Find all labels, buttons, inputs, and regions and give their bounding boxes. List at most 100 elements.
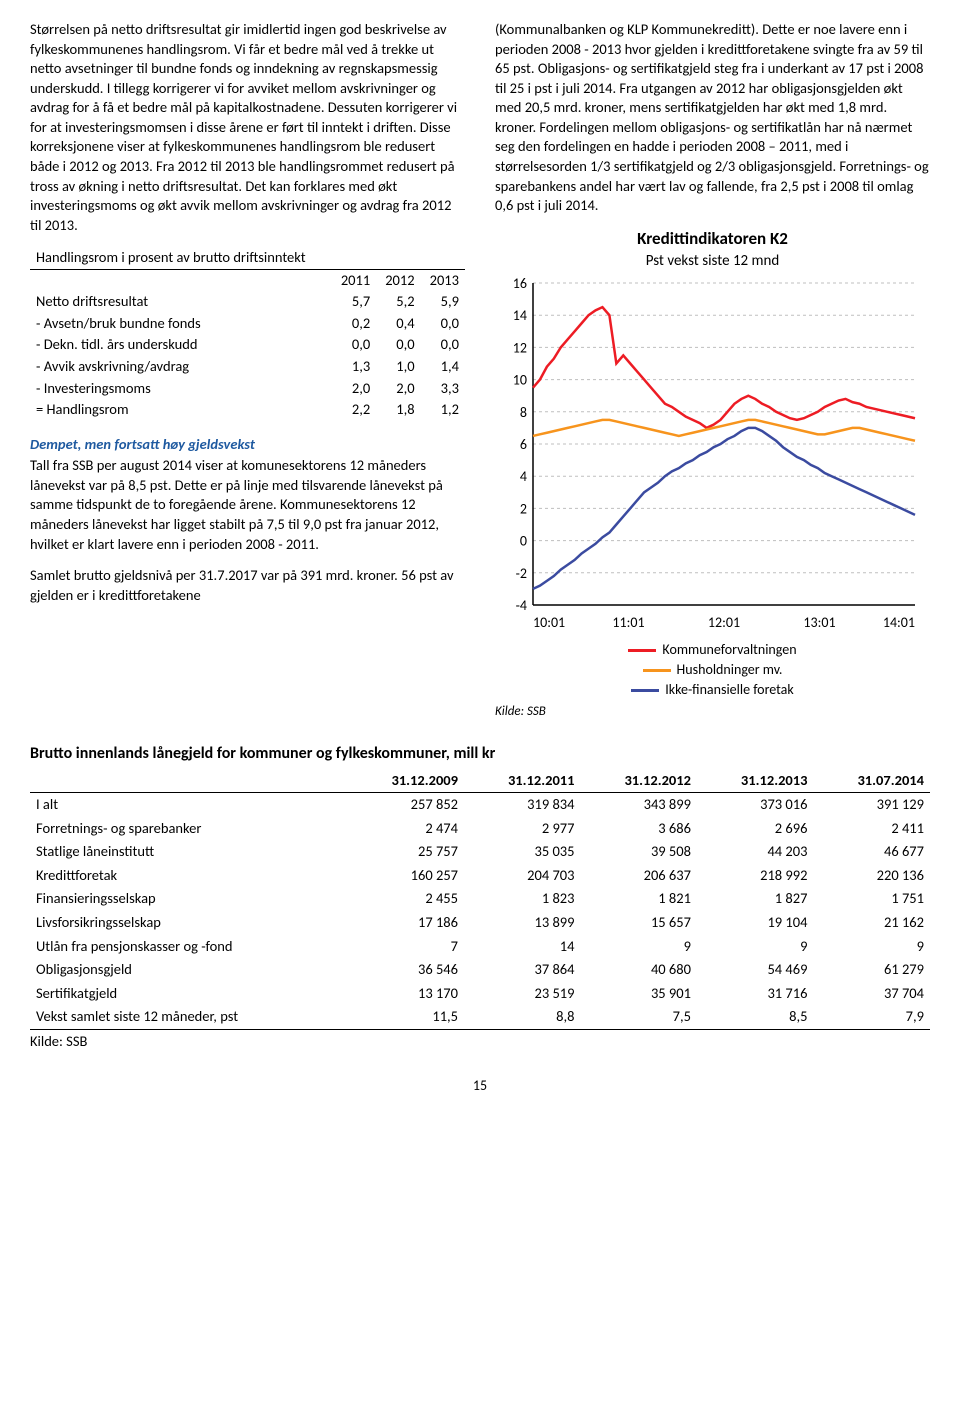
bigtable-cell: 1 827 xyxy=(697,887,813,911)
bigtable-cell: 1 821 xyxy=(581,887,697,911)
bigtable-cell: 9 xyxy=(581,935,697,959)
bigtable-col xyxy=(30,769,348,793)
bigtable-row-label: Obligasjonsgjeld xyxy=(30,958,348,982)
legend-color-icon xyxy=(631,689,659,692)
bigtable-cell: 14 xyxy=(464,935,580,959)
bigtable-cell: 11,5 xyxy=(348,1005,464,1029)
svg-text:-4: -4 xyxy=(516,597,527,614)
bigtable-cell: 46 677 xyxy=(813,840,930,864)
hr-cell: 0,0 xyxy=(376,334,420,356)
svg-text:14: 14 xyxy=(513,307,527,324)
bigtable-col: 31.12.2009 xyxy=(348,769,464,793)
bigtable-cell: 7,5 xyxy=(581,1005,697,1029)
hr-row-label: - Avvik avskrivning/avdrag xyxy=(30,356,332,378)
hr-row-label: - Dekn. tidl. års underskudd xyxy=(30,334,332,356)
legend-item: Husholdninger mv. xyxy=(495,661,930,680)
bigtable-title: Brutto innenlands lånegjeld for kommuner… xyxy=(30,743,930,765)
svg-text:4: 4 xyxy=(520,468,527,485)
bigtable-cell: 37 704 xyxy=(813,982,930,1006)
svg-text:13:01: 13:01 xyxy=(803,614,835,631)
bigtable-cell: 21 162 xyxy=(813,911,930,935)
chart-subtitle: Pst vekst siste 12 mnd xyxy=(495,251,930,271)
bigtable-cell: 2 977 xyxy=(464,817,580,841)
bigtable-row-label: Sertifikatgjeld xyxy=(30,982,348,1006)
svg-text:10:01: 10:01 xyxy=(533,614,565,631)
bigtable-row-label: Forretnings- og sparebanker xyxy=(30,817,348,841)
hr-cell: 3,3 xyxy=(421,378,465,400)
bigtable-cell: 3 686 xyxy=(581,817,697,841)
bigtable-source: Kilde: SSB xyxy=(30,1032,930,1052)
legend-label: Husholdninger mv. xyxy=(677,661,783,680)
hr-row-label: Netto driftsresultat xyxy=(30,291,332,313)
hr-cell: 0,2 xyxy=(332,313,376,335)
bigtable-cell: 343 899 xyxy=(581,793,697,817)
bigtable-cell: 36 546 xyxy=(348,958,464,982)
svg-text:11:01: 11:01 xyxy=(612,614,644,631)
bigtable-cell: 391 129 xyxy=(813,793,930,817)
bigtable-cell: 17 186 xyxy=(348,911,464,935)
bigtable-cell: 9 xyxy=(697,935,813,959)
left-para-3: Samlet brutto gjeldsnivå per 31.7.2017 v… xyxy=(30,566,465,605)
hr-cell: 0,0 xyxy=(332,334,376,356)
svg-text:-2: -2 xyxy=(516,565,527,582)
hr-cell: 0,0 xyxy=(421,334,465,356)
svg-text:12:01: 12:01 xyxy=(708,614,740,631)
left-para-1: Størrelsen på netto driftsresultat gir i… xyxy=(30,20,465,235)
svg-text:0: 0 xyxy=(520,532,527,549)
bigtable-cell: 54 469 xyxy=(697,958,813,982)
bigtable-cell: 7,9 xyxy=(813,1005,930,1029)
bigtable-row-label: I alt xyxy=(30,793,348,817)
bigtable-col: 31.12.2012 xyxy=(581,769,697,793)
hr-cell: 1,4 xyxy=(421,356,465,378)
bigtable-cell: 373 016 xyxy=(697,793,813,817)
bigtable-cell: 1 751 xyxy=(813,887,930,911)
hr-year-2: 2013 xyxy=(421,269,465,291)
hr-cell: 2,0 xyxy=(376,378,420,400)
bigtable-cell: 8,5 xyxy=(697,1005,813,1029)
section-title-gjeldsvekst: Dempet, men fortsatt høy gjeldsvekst xyxy=(30,435,465,455)
bigtable-cell: 35 901 xyxy=(581,982,697,1006)
bigtable-cell: 15 657 xyxy=(581,911,697,935)
bigtable-cell: 220 136 xyxy=(813,864,930,888)
hr-cell: 5,7 xyxy=(332,291,376,313)
bigtable-cell: 44 203 xyxy=(697,840,813,864)
hr-cell: 1,0 xyxy=(376,356,420,378)
bigtable-cell: 37 864 xyxy=(464,958,580,982)
hr-year-0: 2011 xyxy=(332,269,376,291)
hr-cell: 1,8 xyxy=(376,399,420,421)
svg-text:8: 8 xyxy=(520,404,527,421)
hr-row-label: = Handlingsrom xyxy=(30,399,332,421)
bigtable-cell: 2 411 xyxy=(813,817,930,841)
bigtable-cell: 39 508 xyxy=(581,840,697,864)
hr-cell: 5,2 xyxy=(376,291,420,313)
legend-color-icon xyxy=(628,649,656,652)
chart-legend: KommuneforvaltningenHusholdninger mv.Ikk… xyxy=(495,641,930,700)
bigtable-cell: 160 257 xyxy=(348,864,464,888)
legend-color-icon xyxy=(643,669,671,672)
chart-svg: -4-2024681012141610:0111:0112:0113:0114:… xyxy=(495,275,925,635)
bigtable-row-label: Vekst samlet siste 12 måneder, pst xyxy=(30,1005,348,1029)
legend-label: Kommuneforvaltningen xyxy=(662,641,796,660)
hr-cell: 2,0 xyxy=(332,378,376,400)
hr-cell: 0,0 xyxy=(421,313,465,335)
bigtable-cell: 206 637 xyxy=(581,864,697,888)
legend-item: Ikke-finansielle foretak xyxy=(495,681,930,700)
left-para-2: Tall fra SSB per august 2014 viser at ko… xyxy=(30,456,465,554)
bigtable-cell: 319 834 xyxy=(464,793,580,817)
bigtable-row-label: Statlige låneinstitutt xyxy=(30,840,348,864)
bigtable-cell: 2 696 xyxy=(697,817,813,841)
bigtable-col: 31.12.2011 xyxy=(464,769,580,793)
chart-title: Kredittindikatoren K2 xyxy=(495,228,930,251)
bigtable-row-label: Livsforsikringsselskap xyxy=(30,911,348,935)
hr-cell: 1,3 xyxy=(332,356,376,378)
bigtable-cell: 25 757 xyxy=(348,840,464,864)
bigtable-cell: 13 170 xyxy=(348,982,464,1006)
svg-text:14:01: 14:01 xyxy=(883,614,915,631)
right-para-1: (Kommunalbanken og KLP Kommunekreditt). … xyxy=(495,20,930,216)
bigtable-cell: 218 992 xyxy=(697,864,813,888)
hr-row-label: - Investeringsmoms xyxy=(30,378,332,400)
hr-cell: 2,2 xyxy=(332,399,376,421)
chart-source: Kilde: SSB xyxy=(495,703,930,721)
svg-text:12: 12 xyxy=(513,339,527,356)
bigtable-cell: 204 703 xyxy=(464,864,580,888)
